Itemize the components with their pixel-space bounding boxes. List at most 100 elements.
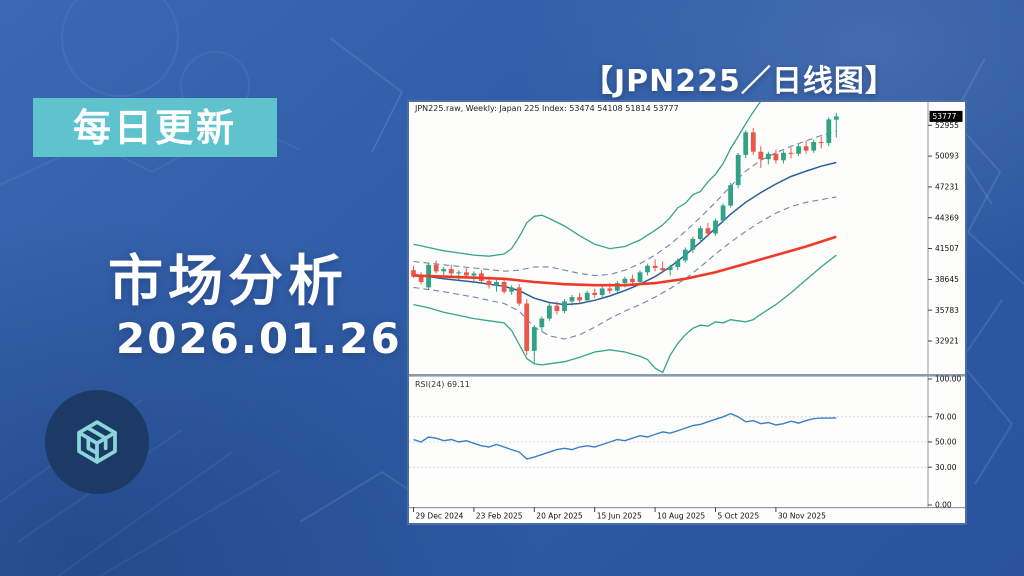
price-tick-label: 52955	[935, 121, 959, 130]
candle-body	[833, 116, 839, 120]
main-panel-layer	[411, 102, 839, 374]
daily-update-badge: 每日更新	[33, 98, 277, 157]
page-title: 市场分析	[108, 249, 349, 313]
candle-body	[720, 205, 726, 221]
candle-body	[713, 220, 718, 234]
rsi-tick-label: 0.00	[935, 501, 952, 510]
date-tick-label: 30 Nov 2025	[778, 512, 826, 521]
candle-body	[803, 146, 809, 151]
candle-body	[690, 238, 696, 250]
candle-body	[464, 272, 469, 276]
candle-body	[607, 288, 613, 291]
chart-window: 52955 50093 47231 44369 41507 38645 35783 32921…	[407, 100, 967, 525]
price-tick-label: 41507	[935, 244, 959, 253]
candle-body	[811, 142, 817, 151]
price-tick-label: 47231	[935, 183, 959, 192]
price-tick-label: 38645	[935, 275, 959, 284]
candle-body	[584, 292, 590, 301]
chart-header-title: 【JPN225／日线图】	[583, 64, 896, 99]
candle-body	[735, 154, 741, 186]
candle-body	[516, 287, 522, 304]
candle-body	[637, 272, 643, 282]
candle-body	[788, 152, 794, 154]
candle-body	[554, 305, 560, 312]
candle-body	[539, 318, 545, 328]
bollinger-lower-outer	[413, 254, 837, 374]
candle-body	[471, 273, 477, 276]
candle-body	[599, 288, 605, 295]
rsi-tick-label: 100.00	[935, 375, 961, 384]
candle-body	[411, 270, 416, 277]
candle-body	[826, 119, 832, 144]
panel-divider	[409, 374, 965, 377]
candle-body	[433, 264, 439, 272]
candle-body	[652, 265, 658, 268]
price-tick-label: 35783	[935, 306, 959, 315]
candle-body	[698, 228, 703, 239]
candle-body	[667, 266, 673, 271]
rsi-indicator-label: RSI(24) 69.11	[415, 380, 470, 389]
chart-title-line: JPN225.raw, Weekly: Japan 225 Index: 534…	[415, 104, 679, 113]
candle-body	[773, 153, 779, 161]
rsi-tick-label: 70.00	[935, 412, 957, 421]
candle-body	[577, 297, 582, 301]
band-upper-inner	[413, 130, 837, 277]
candle-body	[562, 301, 567, 312]
candle-body	[441, 269, 447, 272]
current-price-label: 53777	[933, 112, 957, 121]
candle-body	[486, 280, 492, 286]
middle-ma-line	[413, 161, 837, 306]
price-tick-label: 44369	[935, 213, 959, 222]
candle-body	[728, 185, 733, 206]
cube-logo-icon	[77, 420, 117, 464]
candles-layer	[411, 112, 839, 364]
candle-body	[614, 283, 620, 291]
candle-body	[630, 278, 635, 282]
candle-body	[818, 142, 824, 144]
candle-body	[705, 228, 711, 234]
candle-body	[547, 305, 552, 319]
date-tick-label: 23 Feb 2025	[476, 512, 523, 521]
price-chart: 52955 50093 47231 44369 41507 38645 35783 32921…	[409, 102, 965, 521]
candle-body	[645, 265, 650, 273]
candle-body	[660, 268, 666, 271]
date-tick-label: 20 Apr 2025	[536, 512, 583, 521]
brand-logo	[45, 390, 149, 494]
candle-body	[781, 152, 786, 161]
date-tick-label: 29 Dec 2024	[416, 512, 464, 521]
candle-body	[456, 272, 462, 274]
rsi-tick-label: 30.00	[935, 463, 957, 472]
candle-body	[743, 132, 749, 155]
band-lower-inner	[413, 196, 837, 340]
candle-body	[531, 327, 537, 351]
date-text: 2026.01.26	[116, 314, 402, 363]
candle-body	[569, 297, 575, 302]
candle-body	[509, 287, 514, 292]
candle-body	[622, 278, 628, 284]
daily-update-label: 每日更新	[72, 106, 237, 150]
candle-body	[682, 249, 688, 261]
candle-body	[448, 269, 454, 274]
current-price-tag	[929, 110, 963, 122]
date-axis-divider	[409, 507, 965, 509]
candle-body	[675, 260, 681, 267]
date-tick-label: 5 Oct 2025	[718, 512, 760, 521]
long-ma-red-line	[413, 235, 837, 287]
candle-body	[592, 292, 598, 295]
candle-body	[524, 303, 530, 351]
candle-body	[796, 146, 801, 154]
candle-body	[765, 153, 771, 160]
candle-body	[750, 132, 756, 152]
price-tick-label: 50093	[935, 152, 959, 161]
price-tick-label: 32921	[935, 337, 959, 346]
date-tick-label: 10 Aug 2025	[657, 512, 705, 521]
candle-body	[494, 282, 499, 286]
candle-body	[418, 276, 424, 282]
candle-body	[758, 151, 764, 160]
rsi-tick-label: 50.00	[935, 438, 957, 447]
bollinger-upper-outer	[413, 102, 761, 257]
rsi-line	[413, 412, 837, 460]
date-tick-label: 15 Jun 2025	[597, 512, 642, 521]
candle-body	[501, 282, 507, 292]
